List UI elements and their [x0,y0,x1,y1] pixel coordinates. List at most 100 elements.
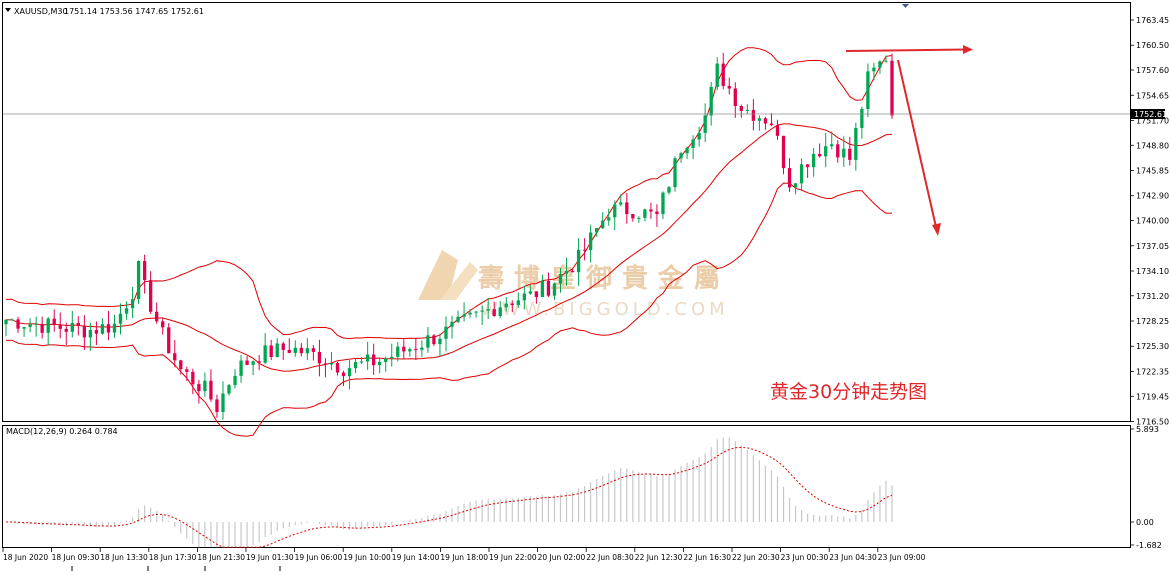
candle [655,204,659,228]
candle [353,358,358,373]
macd-histogram [6,437,893,548]
candle [456,310,460,324]
candle [64,322,68,346]
candle [378,358,382,374]
band-middle [5,123,893,372]
y-tick-label: 1745.85 [1136,167,1169,176]
candle [227,383,231,396]
x-tick-label: 23 Jun 04:30 [829,553,877,562]
x-tick-label: 19 Jun 06:00 [295,553,343,562]
candle [450,315,454,339]
candle [661,191,665,219]
bollinger-bands [5,47,893,437]
candle [462,302,466,322]
candle [179,359,183,375]
candle [130,287,135,319]
candle [534,291,539,304]
candle [251,360,255,376]
y-tick-label: 1760.50 [1136,41,1169,50]
main-pane [2,2,1131,422]
macd-tick-label: 0.00 [1136,518,1154,527]
candle [16,316,20,333]
candle [775,119,780,140]
candle [34,316,38,337]
x-tick-label: 23 Jun 09:00 [878,553,926,562]
candle [239,355,243,383]
y-tick-label: 1716.50 [1136,418,1169,427]
candle [552,282,557,300]
candle [811,148,816,177]
candle [733,82,737,118]
candle [438,333,442,357]
annotation-text: 黄金30分钟走势图 [770,381,927,403]
macd-label: MACD(12,26,9) 0.264 0.784 [6,427,118,436]
candle [275,338,279,358]
candle [173,340,177,368]
shift-marker-icon[interactable] [902,4,909,8]
candle [673,156,677,192]
candle [769,113,774,127]
x-tick-label: 18 Jun 09:30 [52,553,100,562]
candle [884,55,888,63]
candle [468,309,472,318]
watermark-logo-icon [418,250,458,300]
candle [197,379,201,404]
candle [426,326,430,353]
header-triangle-icon[interactable] [5,8,11,12]
candle [607,208,611,226]
candle [209,369,213,402]
arrow-down [897,59,941,236]
candle [118,303,123,335]
band-upper [5,47,893,340]
candle [757,115,762,131]
candle [528,284,533,295]
y-tick-label: 1740.00 [1136,217,1169,226]
candle [185,366,189,381]
candle [22,326,26,337]
candle [408,347,412,357]
candle [299,343,303,357]
candle [82,315,87,350]
x-tick-label: 18 Jun 17:30 [149,553,197,562]
candle [564,257,569,286]
x-tick-label: 18 Jun 2020 [3,553,48,562]
watermark-url: WWW.BIGGOLD.COM [480,299,729,320]
candle [818,143,822,158]
current-price-label: 1752.61 [1134,110,1167,119]
arrow-right [845,45,973,54]
candle [70,310,74,338]
header-ohlc: 1751.14 1753.56 1747.65 1752.61 [64,7,204,16]
candle [390,343,394,367]
candle [715,57,719,91]
candle [329,352,334,371]
candle [384,356,388,372]
candle [842,136,846,167]
candle [58,312,62,339]
y-tick-label: 1742.90 [1136,192,1169,201]
candle [625,193,629,224]
candle [191,368,195,395]
candle [203,372,207,397]
candle [685,146,689,159]
header-symbol: XAUUSD,M30 [14,7,68,16]
candle [486,297,490,320]
x-tick-label: 18 Jun 13:30 [100,553,148,562]
candle [311,345,316,361]
candle [691,135,695,160]
y-tick-label: 1734.10 [1136,267,1169,276]
candle [631,213,635,222]
candle [799,158,804,191]
y-tick-label: 1763.45 [1136,16,1169,25]
candle [372,343,376,375]
candle [540,274,545,298]
candle [46,316,50,346]
candle [745,104,750,115]
candle [697,126,701,147]
candle [76,316,80,336]
candle [106,310,111,341]
candle [233,369,237,389]
candle [420,340,424,358]
candle [836,140,840,163]
x-tick-label: 23 Jun 00:30 [781,553,829,562]
y-tick-label: 1722.35 [1136,367,1169,376]
